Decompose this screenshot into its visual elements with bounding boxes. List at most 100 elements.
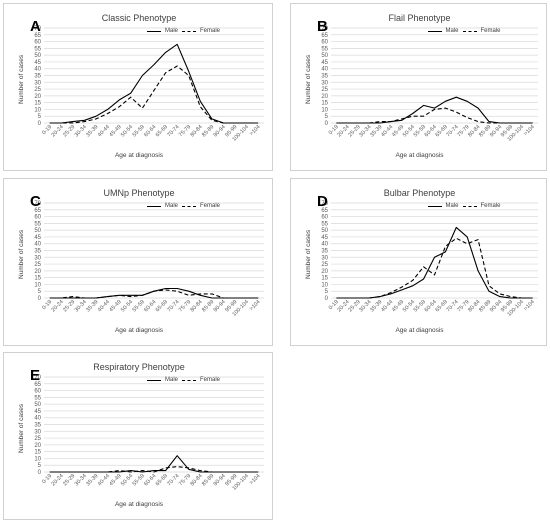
y-tick-label: 45 (34, 60, 41, 66)
chart-title: Bulbar Phenotype (383, 188, 456, 198)
y-tick-label: 55 (321, 46, 328, 52)
y-axis-label: Number of cases (305, 54, 312, 104)
x-tick-label: 30-34 (74, 473, 88, 487)
x-tick-label: 55-59 (132, 473, 146, 487)
chart-legend: Male Female (147, 377, 220, 383)
x-tick-label: 45-49 (108, 299, 122, 313)
y-tick-label: 25 (321, 262, 328, 268)
legend-swatch-male (147, 205, 161, 207)
y-axis-label: Number of cases (18, 54, 25, 104)
legend-swatch-female (462, 205, 477, 207)
x-tick-label: 35-39 (85, 473, 99, 487)
x-tick-label: 50-54 (120, 124, 134, 138)
y-tick-label: 20 (321, 94, 328, 100)
x-tick-label: 85-89 (201, 299, 215, 313)
y-tick-label: 20 (34, 94, 41, 100)
legend-swatch-female (182, 379, 197, 381)
chart-svg: 05101520253035404550556065700-1920-2425-… (34, 26, 264, 143)
y-tick-label: 40 (321, 242, 328, 248)
chart-panel-d: 0 5 10 15 20 25 30 35 40 45 50 55 60 65 70 0-19 20-24 25-… (290, 178, 547, 346)
x-tick-label: 80-84 (190, 124, 204, 138)
y-tick-label: 25 (34, 436, 41, 442)
legend-label-male: Male (445, 203, 459, 209)
y-tick-label: 50 (34, 228, 41, 234)
y-tick-label: 50 (34, 402, 41, 408)
y-tick-label: 65 (34, 208, 41, 214)
chart-title: Flail Phenotype (388, 13, 451, 23)
x-tick-label: 25-29 (62, 299, 76, 313)
y-tick-label: 45 (321, 60, 328, 66)
legend-label-female: Female (480, 28, 501, 34)
x-tick-label: 90-94 (213, 124, 227, 138)
y-axis-label: Number of cases (305, 229, 312, 279)
y-tick-label: 5 (38, 463, 42, 469)
y-tick-label: 35 (34, 74, 41, 80)
y-tick-label: 65 (321, 208, 328, 214)
y-tick-label: 15 (34, 450, 41, 456)
y-tick-label: 70 (34, 26, 41, 32)
x-tick-label: 65-69 (155, 473, 169, 487)
chart-legend: Male Female (147, 28, 220, 34)
chart-legend: Male Female (427, 28, 501, 34)
x-tick-label: >104 (249, 473, 262, 486)
x-tick-label: 45-49 (108, 124, 122, 138)
y-tick-label: 15 (34, 276, 41, 282)
y-tick-label: 20 (321, 269, 328, 275)
y-tick-label: 20 (34, 443, 41, 449)
x-tick-label: 35-39 (85, 124, 99, 138)
y-tick-label: 5 (325, 114, 329, 120)
y-tick-label: 10 (34, 107, 41, 113)
legend-label-female: Female (480, 203, 501, 209)
panel-letter: D (317, 193, 328, 210)
legend-swatch-female (462, 30, 477, 32)
chart-svg: 05101520253035404550556065700-1920-2425-… (321, 26, 538, 143)
y-tick-label: 60 (34, 215, 41, 221)
x-tick-label: 25-29 (62, 473, 76, 487)
x-tick-label: 70-74 (166, 124, 180, 138)
legend-label-female: Female (200, 377, 221, 383)
y-tick-label: 50 (321, 228, 328, 234)
y-tick-label: 20 (34, 269, 41, 275)
legend-label-female: Female (200, 28, 221, 34)
y-tick-label: 10 (321, 282, 328, 288)
y-tick-label: 50 (34, 53, 41, 59)
y-axis-label: Number of cases (18, 229, 25, 279)
y-tick-label: 30 (321, 255, 328, 261)
x-tick-label: 60-64 (143, 473, 157, 487)
chart-svg: 05101520253035404550556065700-1920-2425-… (34, 375, 264, 492)
y-tick-label: 55 (34, 221, 41, 227)
x-axis-label: Age at diagnosis (395, 152, 444, 159)
panel-letter: A (30, 18, 41, 35)
y-tick-label: 50 (321, 53, 328, 59)
x-tick-label: >104 (523, 299, 536, 312)
y-tick-label: 0 (325, 296, 329, 302)
y-tick-label: 70 (321, 201, 328, 207)
x-tick-label: 35-39 (85, 299, 99, 313)
series-line-female (336, 237, 533, 299)
series-line-male (49, 43, 259, 124)
x-axis-label: Age at diagnosis (114, 327, 164, 334)
y-tick-label: 5 (38, 114, 42, 120)
y-tick-label: 70 (34, 375, 41, 381)
legend-label-male: Male (445, 28, 459, 34)
y-tick-label: 35 (321, 249, 328, 255)
y-tick-label: 30 (34, 429, 41, 435)
legend-swatch-female (182, 30, 197, 32)
chart-title: UMNp Phenotype (103, 188, 175, 198)
series-line-female (49, 65, 259, 124)
x-tick-label: 20-24 (51, 473, 65, 487)
y-tick-label: 40 (34, 242, 41, 248)
y-tick-label: 30 (34, 255, 41, 261)
chart-legend: Male Female (427, 203, 501, 209)
legend-label-male: Male (165, 203, 179, 209)
x-tick-label: 60-64 (143, 124, 157, 138)
y-tick-label: 55 (34, 395, 41, 401)
y-tick-label: 65 (34, 33, 41, 39)
chart-title: Respiratory Phenotype (93, 362, 185, 372)
x-tick-label: 85-89 (201, 124, 215, 138)
y-tick-label: 45 (34, 235, 41, 241)
x-tick-label: 75-79 (178, 473, 192, 487)
x-tick-label: 45-49 (108, 473, 122, 487)
series-line-female (49, 466, 259, 473)
y-tick-label: 55 (321, 221, 328, 227)
